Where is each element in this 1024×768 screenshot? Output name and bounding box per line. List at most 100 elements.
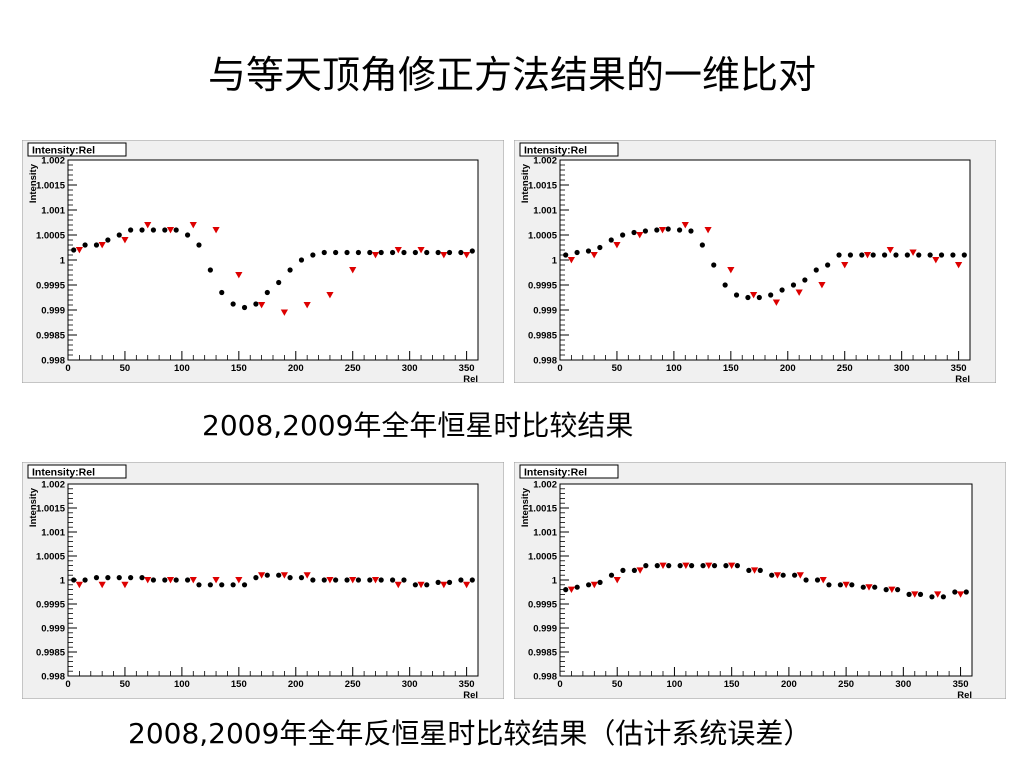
data-point-circle	[139, 227, 145, 233]
data-point-circle	[71, 577, 77, 583]
x-tick-label: 250	[838, 679, 854, 690]
data-point-triangle	[235, 272, 243, 279]
data-point-circle	[803, 577, 809, 583]
chart-title: Intensity:Rel	[32, 145, 95, 157]
data-point-circle	[826, 582, 832, 588]
data-point-circle	[458, 577, 464, 583]
y-tick-label: 1.002	[41, 480, 65, 491]
data-point-circle	[938, 252, 945, 258]
data-point-circle	[378, 577, 384, 583]
data-point-triangle	[704, 227, 712, 234]
x-tick-label: 0	[65, 679, 70, 690]
plot-frame	[559, 483, 973, 677]
data-point-circle	[310, 577, 316, 583]
data-point-circle	[389, 577, 396, 583]
data-point-circle	[597, 579, 603, 585]
data-point-circle	[883, 587, 889, 593]
y-tick-label: 0.9985	[36, 648, 66, 659]
data-point-circle	[963, 589, 969, 595]
data-point-circle	[756, 294, 762, 301]
data-point-circle	[219, 582, 225, 588]
data-point-triangle	[772, 299, 780, 306]
data-point-triangle	[371, 252, 380, 259]
data-point-circle	[82, 242, 88, 248]
data-point-triangle	[590, 252, 598, 259]
x-tick-label: 350	[459, 679, 475, 690]
data-point-circle	[711, 262, 717, 268]
data-point-triangle	[818, 282, 826, 289]
x-tick-label: 350	[459, 363, 475, 374]
data-point-triangle	[212, 227, 220, 234]
y-tick-label: 0.999	[41, 306, 65, 317]
x-tick-label: 200	[288, 363, 304, 374]
y-tick-label: 1.001	[533, 528, 557, 539]
data-point-circle	[893, 252, 899, 258]
data-point-circle	[367, 577, 373, 583]
x-axis-label: Rel	[463, 690, 478, 699]
y-tick-label: 1.0005	[528, 231, 558, 242]
data-point-circle	[586, 582, 592, 588]
data-point-circle	[906, 591, 912, 597]
data-point-circle	[814, 577, 821, 583]
data-point-circle	[608, 237, 614, 243]
data-point-circle	[412, 249, 418, 256]
data-point-circle	[207, 582, 213, 588]
x-tick-label: 150	[231, 363, 247, 374]
y-tick-label: 0.999	[41, 624, 65, 635]
x-tick-label: 0	[557, 679, 562, 690]
data-point-circle	[116, 575, 122, 581]
y-tick-label: 0.9985	[528, 331, 558, 342]
x-tick-label: 250	[837, 363, 853, 374]
data-point-triangle	[681, 222, 689, 229]
x-tick-label: 0	[65, 363, 70, 374]
data-point-circle	[287, 575, 293, 581]
data-point-circle	[276, 279, 282, 286]
data-point-circle	[207, 267, 213, 273]
x-axis-label: Rel	[463, 374, 478, 383]
data-point-circle	[929, 594, 935, 600]
x-tick-label: 200	[780, 363, 796, 374]
x-tick-label: 50	[612, 363, 623, 374]
chart-panel-bottom-right: Intensity:Rel 0.998 0.9985 0.999 0.9995 1 1.00…	[514, 462, 1006, 699]
data-point-circle	[367, 249, 373, 256]
caption-sidereal-comparison: 2008,2009年全年恒星时比较结果	[202, 409, 634, 442]
data-point-circle	[597, 244, 603, 251]
data-point-circle	[310, 252, 316, 258]
data-point-circle	[333, 577, 339, 583]
data-point-circle	[196, 242, 202, 248]
data-point-triangle	[417, 247, 425, 254]
x-tick-label: 100	[174, 679, 190, 690]
x-tick-label: 300	[402, 363, 418, 374]
data-point-circle	[150, 577, 157, 583]
x-tick-label: 150	[724, 679, 740, 690]
data-point-circle	[860, 584, 866, 590]
data-point-triangle	[212, 577, 220, 584]
y-tick-label: 1.002	[41, 156, 65, 167]
data-point-circle	[469, 577, 475, 583]
data-point-circle	[139, 575, 145, 581]
y-tick-label: 1.001	[41, 528, 65, 539]
data-point-circle	[412, 582, 418, 588]
data-point-circle	[688, 228, 694, 234]
data-point-circle	[105, 575, 111, 581]
data-point-triangle	[394, 247, 402, 254]
data-point-circle	[677, 563, 683, 569]
x-tick-label: 0	[557, 363, 562, 374]
data-point-circle	[961, 252, 967, 258]
y-tick-label: 0.998	[533, 672, 557, 683]
data-point-circle	[287, 267, 293, 273]
data-point-circle	[927, 252, 933, 258]
data-point-circle	[378, 249, 384, 256]
x-tick-label: 300	[402, 679, 418, 690]
data-point-circle	[321, 249, 327, 256]
data-point-circle	[458, 249, 464, 256]
chart-title-box	[519, 464, 619, 479]
data-point-triangle	[258, 572, 266, 579]
data-point-circle	[836, 252, 842, 258]
plot-frame	[67, 483, 479, 677]
x-tick-label: 100	[667, 679, 683, 690]
x-tick-label: 200	[288, 679, 304, 690]
data-point-circle	[870, 252, 876, 258]
data-point-circle	[802, 277, 808, 283]
data-point-triangle	[932, 257, 940, 264]
